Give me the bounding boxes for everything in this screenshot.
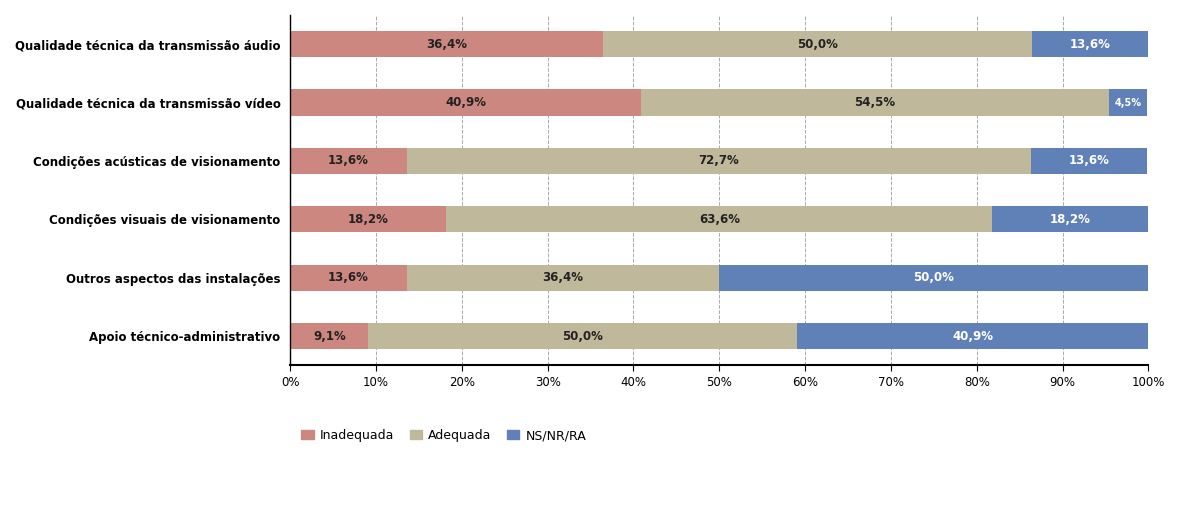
Text: 40,9%: 40,9% (445, 96, 486, 109)
Bar (992, 206, 1148, 233)
Legend: Inadequada, Adequada, NS/NR/RA: Inadequada, Adequada, NS/NR/RA (296, 424, 591, 447)
Bar (720, 265, 1148, 291)
Bar (407, 265, 720, 291)
Bar (798, 323, 1148, 349)
Text: 40,9%: 40,9% (952, 329, 994, 343)
Bar (641, 90, 1109, 116)
Bar (290, 206, 446, 233)
Bar (290, 265, 407, 291)
Bar (1031, 148, 1147, 174)
Text: 54,5%: 54,5% (854, 96, 896, 109)
Bar (1031, 31, 1148, 58)
Text: 9,1%: 9,1% (313, 329, 346, 343)
Text: 18,2%: 18,2% (348, 213, 388, 226)
Bar (290, 31, 603, 58)
Text: 36,4%: 36,4% (426, 38, 467, 51)
Text: 4,5%: 4,5% (1115, 98, 1141, 107)
Text: 13,6%: 13,6% (328, 154, 369, 167)
Text: 50,0%: 50,0% (563, 329, 603, 343)
Bar (603, 31, 1031, 58)
Text: 13,6%: 13,6% (1069, 38, 1110, 51)
Text: 50,0%: 50,0% (796, 38, 838, 51)
Bar (368, 323, 798, 349)
Text: 13,6%: 13,6% (1069, 154, 1109, 167)
Bar (290, 323, 368, 349)
Bar (1109, 90, 1147, 116)
Bar (407, 148, 1031, 174)
Text: 50,0%: 50,0% (913, 271, 955, 284)
Bar (290, 90, 641, 116)
Bar (290, 148, 407, 174)
Text: 18,2%: 18,2% (1050, 213, 1090, 226)
Text: 72,7%: 72,7% (699, 154, 739, 167)
Text: 13,6%: 13,6% (328, 271, 369, 284)
Text: 63,6%: 63,6% (699, 213, 740, 226)
Bar (446, 206, 992, 233)
Text: 36,4%: 36,4% (543, 271, 584, 284)
